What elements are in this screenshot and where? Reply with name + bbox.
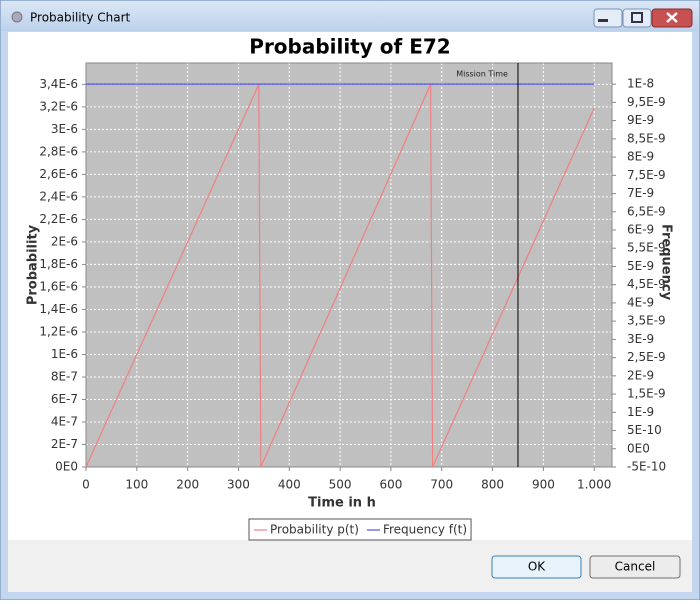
y-tick-label: 3E-6 [51, 122, 78, 136]
y-tick-label: 1,8E-6 [39, 257, 78, 271]
x-tick-label: 800 [481, 478, 504, 492]
y-tick-label: 1,2E-6 [39, 324, 78, 338]
legend-label: Frequency f(t) [383, 523, 467, 537]
marker-label: Mission Time [456, 70, 508, 79]
cancel-button[interactable] [589, 555, 681, 579]
maximize-icon [631, 12, 643, 23]
x-tick-label: 300 [227, 478, 250, 492]
y-tick-label: 6E-7 [51, 392, 78, 406]
y-tick-label: 2E-7 [51, 437, 78, 451]
y-tick-label: 0E0 [55, 460, 78, 474]
y2-tick-label: 4,5E-9 [627, 277, 666, 291]
x-tick-label: 700 [430, 478, 453, 492]
y-tick-label: 2,6E-6 [39, 167, 78, 181]
y2-tick-label: 5,5E-9 [627, 241, 666, 255]
y2-tick-label: 1E-8 [627, 77, 654, 91]
chart-title: Probability of E72 [249, 35, 450, 59]
ok-label: OK [528, 560, 546, 574]
series-line [85, 84, 595, 468]
y2-tick-label: 6,5E-9 [627, 204, 666, 218]
y-tick-label: 3,2E-6 [39, 99, 78, 113]
x-tick-label: 600 [379, 478, 402, 492]
y2-tick-label: 3,5E-9 [627, 314, 666, 328]
plot-border [85, 62, 613, 468]
y-tick-label: 1,4E-6 [39, 302, 78, 316]
plot-background [86, 63, 612, 467]
y-tick-label: 2E-6 [51, 234, 78, 248]
x-tick-label: 0 [82, 478, 90, 492]
y2-tick-label: 8E-9 [627, 150, 654, 164]
y-tick-label: 3,4E-6 [39, 77, 78, 91]
y2-tick-label: 8,5E-9 [627, 131, 666, 145]
x-tick-label: 200 [176, 478, 199, 492]
y2-tick-label: 2,5E-9 [627, 350, 666, 364]
minimize-icon [598, 19, 608, 22]
title-bar [1, 1, 699, 31]
minimize-button[interactable] [593, 8, 623, 28]
y-tick-label: 1E-6 [51, 347, 78, 361]
y2-tick-label: 1,5E-9 [627, 387, 666, 401]
y2-tick-label: 7,5E-9 [627, 168, 666, 182]
y-tick-label: 2,2E-6 [39, 212, 78, 226]
y-tick-label: 4E-7 [51, 414, 78, 428]
x-tick-label: 100 [125, 478, 148, 492]
y2-tick-label: -5E-10 [627, 460, 666, 474]
window-title: Probability Chart [30, 11, 131, 25]
y-tick-label: 1,6E-6 [39, 279, 78, 293]
y-tick-label: 2,8E-6 [39, 144, 78, 158]
y2-tick-label: 9,5E-9 [627, 95, 666, 109]
y2-tick-label: 6E-9 [627, 222, 654, 236]
x-tick-label: 1.000 [577, 478, 611, 492]
close-icon [666, 12, 678, 23]
y2-tick-label: 4E-9 [627, 295, 654, 309]
x-tick-label: 400 [278, 478, 301, 492]
legend: Probability p(t) Frequency f(t) [248, 518, 472, 541]
y2-tick-label: 7E-9 [627, 186, 654, 200]
cancel-label: Cancel [615, 560, 656, 574]
y2-tick-label: 2E-9 [627, 368, 654, 382]
y2-axis-label: Frequency [659, 224, 674, 301]
x-axis-label: Time in h [308, 496, 376, 511]
window-icon [11, 11, 23, 23]
y2-tick-label: 5E-9 [627, 259, 654, 273]
y2-tick-label: 0E0 [627, 441, 650, 455]
y-tick-label: 2,4E-6 [39, 189, 78, 203]
y2-tick-label: 3E-9 [627, 332, 654, 346]
y-tick-label: 8E-7 [51, 369, 78, 383]
legend-box [248, 518, 472, 541]
y2-tick-label: 9E-9 [627, 113, 654, 127]
legend-label: Probability p(t) [270, 523, 359, 537]
maximize-button[interactable] [622, 8, 652, 28]
y2-tick-label: 5E-10 [627, 423, 662, 437]
y-axis-label: Probability [26, 224, 41, 305]
x-tick-label: 900 [532, 478, 555, 492]
ok-button[interactable] [491, 555, 582, 579]
plot: 0 100 200 300 400 500 600 700 800 900 1.000 0E0 2E-7… [26, 62, 674, 541]
x-tick-label: 500 [329, 478, 352, 492]
y2-tick-label: 1E-9 [627, 405, 654, 419]
